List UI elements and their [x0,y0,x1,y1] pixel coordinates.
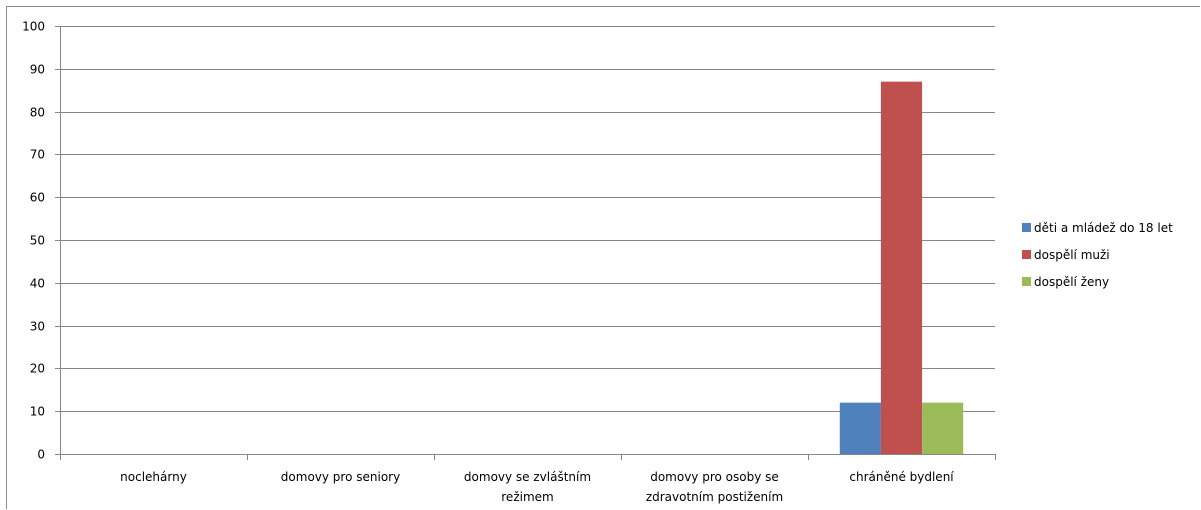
x-category-label-line: zdravotním postižením [646,490,783,504]
bar [880,81,923,454]
bar [839,402,881,454]
bar [922,402,964,454]
x-category-label-line: domovy se zvláštním [464,470,591,484]
legend: děti a mládež do 18 let dospělí muži dospě… [1022,221,1173,289]
axes [55,26,996,460]
legend-swatch [1022,223,1031,232]
x-category-label: chráněné bydlení [849,470,954,484]
y-tick-label: 100 [22,20,45,34]
x-category-labels: noclehárny domovy pro seniory domovy se zv… [120,470,954,504]
y-tick-label: 80 [30,106,45,120]
legend-swatch [1022,250,1031,259]
y-tick-label: 0 [37,448,45,462]
legend-swatch [1022,277,1031,286]
chart-frame [6,6,1200,509]
y-tick-labels: 0 10 20 30 40 50 60 70 80 90 100 [22,20,45,462]
x-category-label-line: domovy pro osoby se [650,470,779,484]
y-tick-label: 60 [30,191,45,205]
legend-label: dospělí ženy [1034,275,1109,289]
x-category-label-line: režimem [501,490,553,504]
y-tick-label: 20 [30,362,45,376]
y-tick-label: 30 [30,320,45,334]
y-tick-label: 50 [30,234,45,248]
x-category-label: domovy pro osoby se zdravotním postižením [646,470,783,504]
x-category-label-line: domovy pro seniory [281,470,400,484]
x-category-label-line: chráněné bydlení [849,470,954,484]
y-tick-label: 90 [30,63,45,77]
x-category-label: domovy pro seniory [281,470,400,484]
x-category-label: noclehárny [120,470,187,484]
legend-label: děti a mládež do 18 let [1034,221,1173,235]
y-tick-label: 70 [30,148,45,162]
x-category-label-line: noclehárny [120,470,187,484]
y-tick-label: 40 [30,277,45,291]
y-tick-label: 10 [30,405,45,419]
gridlines [60,26,995,412]
bars [839,81,964,454]
x-category-label: domovy se zvláštním režimem [464,470,591,504]
legend-label: dospělí muži [1034,248,1110,262]
